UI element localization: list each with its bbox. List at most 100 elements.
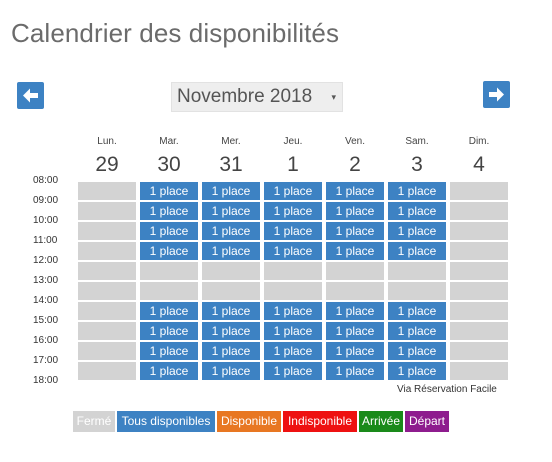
day-header: Mar. 30 [138,135,200,178]
available-slot[interactable]: 1 place [388,362,446,380]
arrow-left-icon [23,88,38,103]
available-slot[interactable]: 1 place [202,202,260,220]
available-slot[interactable]: 1 place [264,302,322,320]
day-header: Ven. 2 [324,135,386,178]
available-slot[interactable]: 1 place [202,302,260,320]
hour-label: 18:00 [33,375,59,386]
closed-slot [202,282,260,300]
available-slot[interactable]: 1 place [264,342,322,360]
day-number: 30 [157,153,181,176]
closed-slot [388,262,446,280]
month-select[interactable]: Novembre 2018 ▾ [171,82,343,112]
day-number: 4 [473,153,485,176]
available-slot[interactable]: 1 place [202,182,260,200]
closed-slot [78,322,136,340]
available-slot[interactable]: 1 place [388,342,446,360]
closed-slot [450,222,508,240]
available-slot[interactable]: 1 place [388,202,446,220]
available-slot[interactable]: 1 place [264,242,322,260]
available-slot[interactable]: 1 place [326,362,384,380]
closed-slot [140,262,198,280]
hour-label: 09:00 [33,195,59,206]
hour-label: 15:00 [33,315,59,326]
chevron-down-icon: ▾ [331,92,336,102]
available-slot[interactable]: 1 place [140,302,198,320]
day-name: Mar. [159,136,179,147]
previous-month-button[interactable] [17,82,44,109]
closed-slot [388,282,446,300]
available-slot[interactable]: 1 place [140,202,198,220]
legend-item: Tous disponibles [117,411,215,432]
available-slot[interactable]: 1 place [326,202,384,220]
available-slot[interactable]: 1 place [326,322,384,340]
next-month-button[interactable] [483,81,510,108]
day-number: 29 [95,153,119,176]
available-slot[interactable]: 1 place [326,302,384,320]
day-name: Dim. [468,136,490,147]
available-slot[interactable]: 1 place [326,342,384,360]
available-slot[interactable]: 1 place [326,182,384,200]
available-slot[interactable]: 1 place [264,202,322,220]
closed-slot [78,222,136,240]
day-number: 3 [411,153,423,176]
closed-slot [264,282,322,300]
legend-item: Indisponible [283,411,357,432]
available-slot[interactable]: 1 place [264,182,322,200]
hour-label: 12:00 [33,255,59,266]
available-slot[interactable]: 1 place [388,182,446,200]
hour-label: 16:00 [33,335,59,346]
hour-label: 17:00 [33,355,59,366]
day-header: Mer. 31 [200,135,262,178]
hour-label: 08:00 [33,175,59,186]
available-slot[interactable]: 1 place [326,222,384,240]
credit-text: Via Réservation Facile [397,384,497,395]
month-select-value: Novembre 2018 [177,86,313,107]
closed-slot [450,282,508,300]
closed-slot [78,282,136,300]
available-slot[interactable]: 1 place [140,222,198,240]
available-slot[interactable]: 1 place [388,242,446,260]
available-slot[interactable]: 1 place [388,322,446,340]
available-slot[interactable]: 1 place [140,342,198,360]
available-slot[interactable]: 1 place [202,222,260,240]
available-slot[interactable]: 1 place [140,322,198,340]
available-slot[interactable]: 1 place [202,362,260,380]
closed-slot [78,302,136,320]
closed-slot [450,322,508,340]
day-number: 2 [349,153,361,176]
available-slot[interactable]: 1 place [264,222,322,240]
closed-slot [78,242,136,260]
available-slot[interactable]: 1 place [140,242,198,260]
day-number: 31 [219,153,243,176]
available-slot[interactable]: 1 place [140,182,198,200]
available-slot[interactable]: 1 place [388,302,446,320]
day-name: Mer. [221,136,241,147]
closed-slot [140,282,198,300]
available-slot[interactable]: 1 place [326,242,384,260]
legend-item: Départ [405,411,449,432]
legend-item: Fermé [73,411,115,432]
hour-label: 11:00 [33,235,58,246]
day-name: Ven. [344,136,366,147]
day-header: Sam. 3 [386,135,448,178]
arrow-right-icon [489,87,504,102]
available-slot[interactable]: 1 place [140,362,198,380]
hour-label: 10:00 [33,215,59,226]
hour-label: 14:00 [33,295,59,306]
closed-slot [450,202,508,220]
closed-slot [78,362,136,380]
hour-label: 13:00 [33,275,59,286]
available-slot[interactable]: 1 place [264,322,322,340]
available-slot[interactable]: 1 place [264,362,322,380]
available-slot[interactable]: 1 place [388,222,446,240]
available-slot[interactable]: 1 place [202,342,260,360]
closed-slot [450,182,508,200]
available-slot[interactable]: 1 place [202,322,260,340]
closed-slot [264,262,322,280]
closed-slot [450,362,508,380]
closed-slot [450,302,508,320]
legend-item: Arrivée [359,411,403,432]
available-slot[interactable]: 1 place [202,242,260,260]
closed-slot [450,262,508,280]
legend-item: Disponible [217,411,281,432]
